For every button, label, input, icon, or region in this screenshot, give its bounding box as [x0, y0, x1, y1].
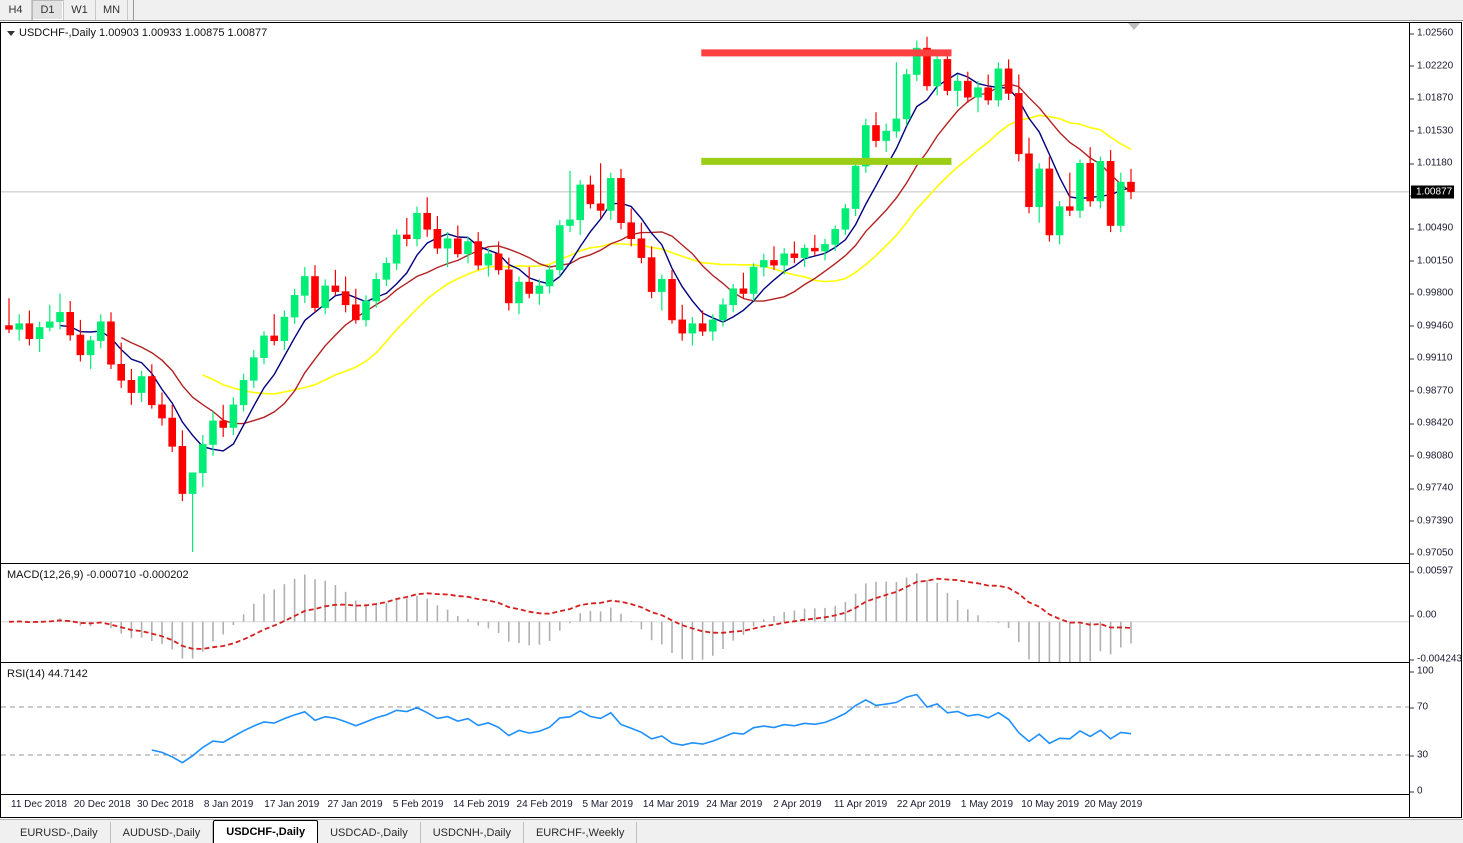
price-axis-tick: 0.97050 [1410, 548, 1453, 559]
price-axis-tick: 1.01180 [1410, 158, 1452, 169]
timeframe-d1[interactable]: D1 [32, 0, 64, 20]
date-axis-label: 1 May 2019 [960, 799, 1014, 810]
symbol-tab-eurusd[interactable]: EURUSD-,Daily [8, 822, 111, 843]
date-axis-label: 24 Feb 2019 [516, 799, 573, 810]
price-axis-tick: 1.01530 [1410, 125, 1453, 136]
date-axis-label: 14 Mar 2019 [642, 799, 700, 810]
chart-frame: USDCHF-,Daily 1.00903 1.00933 1.00875 1.… [0, 22, 1462, 818]
rsi-axis-tick: 30 [1410, 750, 1428, 761]
macd-plot [1, 573, 1409, 662]
price-axis-tick: 0.97390 [1410, 515, 1453, 526]
date-axis-label: 11 Apr 2019 [833, 799, 888, 810]
rsi-axis-tick: 70 [1410, 702, 1428, 713]
date-axis-label: 20 May 2019 [1084, 799, 1143, 810]
date-axis-label: 30 Dec 2018 [137, 799, 194, 810]
date-axis-label: 8 Jan 2019 [203, 799, 254, 810]
date-axis-label: 24 Mar 2019 [706, 799, 763, 810]
macd-axis-tick: -0.004243 [1410, 654, 1462, 665]
symbol-tab-audusd[interactable]: AUDUSD-,Daily [111, 822, 214, 843]
date-axis-label: 27 Jan 2019 [327, 799, 383, 810]
symbol-tab-bar: EURUSD-,Daily AUDUSD-,Daily USDCHF-,Daily U… [0, 819, 1463, 843]
macd-axis-tick: 0.00 [1410, 610, 1436, 621]
price-axis-tick: 0.99800 [1410, 288, 1453, 299]
collapse-triangle-icon[interactable] [7, 30, 15, 36]
date-axis-label: 11 Dec 2018 [11, 799, 67, 810]
date-axis-label: 22 Apr 2019 [896, 799, 951, 810]
macd-axis-tick: 0.00597 [1410, 566, 1453, 577]
rsi-pane-header: RSI(14) 44.7142 [7, 668, 88, 680]
timeframe-h4[interactable]: H4 [0, 0, 32, 20]
timeframe-w1[interactable]: W1 [64, 0, 96, 20]
date-axis-label: 17 Jan 2019 [264, 799, 320, 810]
date-axis-label: 5 Mar 2019 [582, 799, 634, 810]
time-axis: 11 Dec 2018 20 Dec 2018 30 Dec 2018 8 Jan 2… [1, 796, 1409, 817]
timeframe-mn[interactable]: MN [96, 0, 128, 20]
symbol-tab-eurchf[interactable]: EURCHF-,Weekly [524, 822, 638, 843]
date-axis-label: 14 Feb 2019 [453, 799, 510, 810]
price-pane[interactable]: USDCHF-,Daily 1.00903 1.00933 1.00875 1.… [1, 23, 1409, 564]
price-axis-tick: 0.98420 [1410, 418, 1453, 429]
date-axis-label: 5 Feb 2019 [392, 799, 444, 810]
price-scale-column[interactable]: 1.02560 1.02220 1.01870 1.01530 1.01180 1.008… [1409, 23, 1462, 817]
price-axis-tick: 0.98770 [1410, 385, 1453, 396]
price-axis-tick: 1.00490 [1410, 223, 1453, 234]
price-axis-tick: 0.97740 [1410, 483, 1453, 494]
symbol-tab-usdcad[interactable]: USDCAD-,Daily [318, 822, 421, 843]
current-price-tag: 1.00877 [1411, 185, 1455, 199]
date-axis-label: 2 Apr 2019 [773, 799, 822, 810]
macd-pane-header: MACD(12,26,9) -0.000710 -0.000202 [7, 569, 189, 581]
price-axis-tick: 1.02220 [1410, 60, 1453, 71]
price-axis-tick: 0.99460 [1410, 320, 1453, 331]
symbol-tab-usdcnh[interactable]: USDCNH-,Daily [421, 822, 524, 843]
timeframe-toolbar: H4 D1 W1 MN [0, 0, 1463, 21]
symbol-tab-usdchf[interactable]: USDCHF-,Daily [213, 820, 319, 843]
rsi-axis-tick: 0 [1410, 786, 1423, 797]
chart-top-marker-icon [1128, 23, 1140, 30]
price-plot [1, 36, 1409, 553]
price-axis-tick: 1.02560 [1410, 28, 1453, 39]
symbol-label: USDCHF-,Daily 1.00903 1.00933 1.00875 1.… [19, 27, 268, 39]
date-axis-label: 20 Dec 2018 [73, 799, 131, 810]
price-axis-tick: 1.00150 [1410, 255, 1453, 266]
price-axis-tick: 0.98080 [1410, 450, 1453, 461]
rsi-pane[interactable]: RSI(14) 44.7142 [1, 664, 1409, 795]
toolbar-divider [133, 0, 134, 20]
price-axis-tick: 1.01870 [1410, 93, 1453, 104]
price-pane-header: USDCHF-,Daily 1.00903 1.00933 1.00875 1.… [7, 27, 267, 39]
rsi-axis-tick: 100 [1410, 666, 1434, 677]
rsi-plot [1, 693, 1409, 764]
macd-pane[interactable]: MACD(12,26,9) -0.000710 -0.000202 [1, 565, 1409, 663]
price-axis-tick: 0.99110 [1410, 353, 1452, 364]
date-axis-label: 10 May 2019 [1021, 799, 1080, 810]
